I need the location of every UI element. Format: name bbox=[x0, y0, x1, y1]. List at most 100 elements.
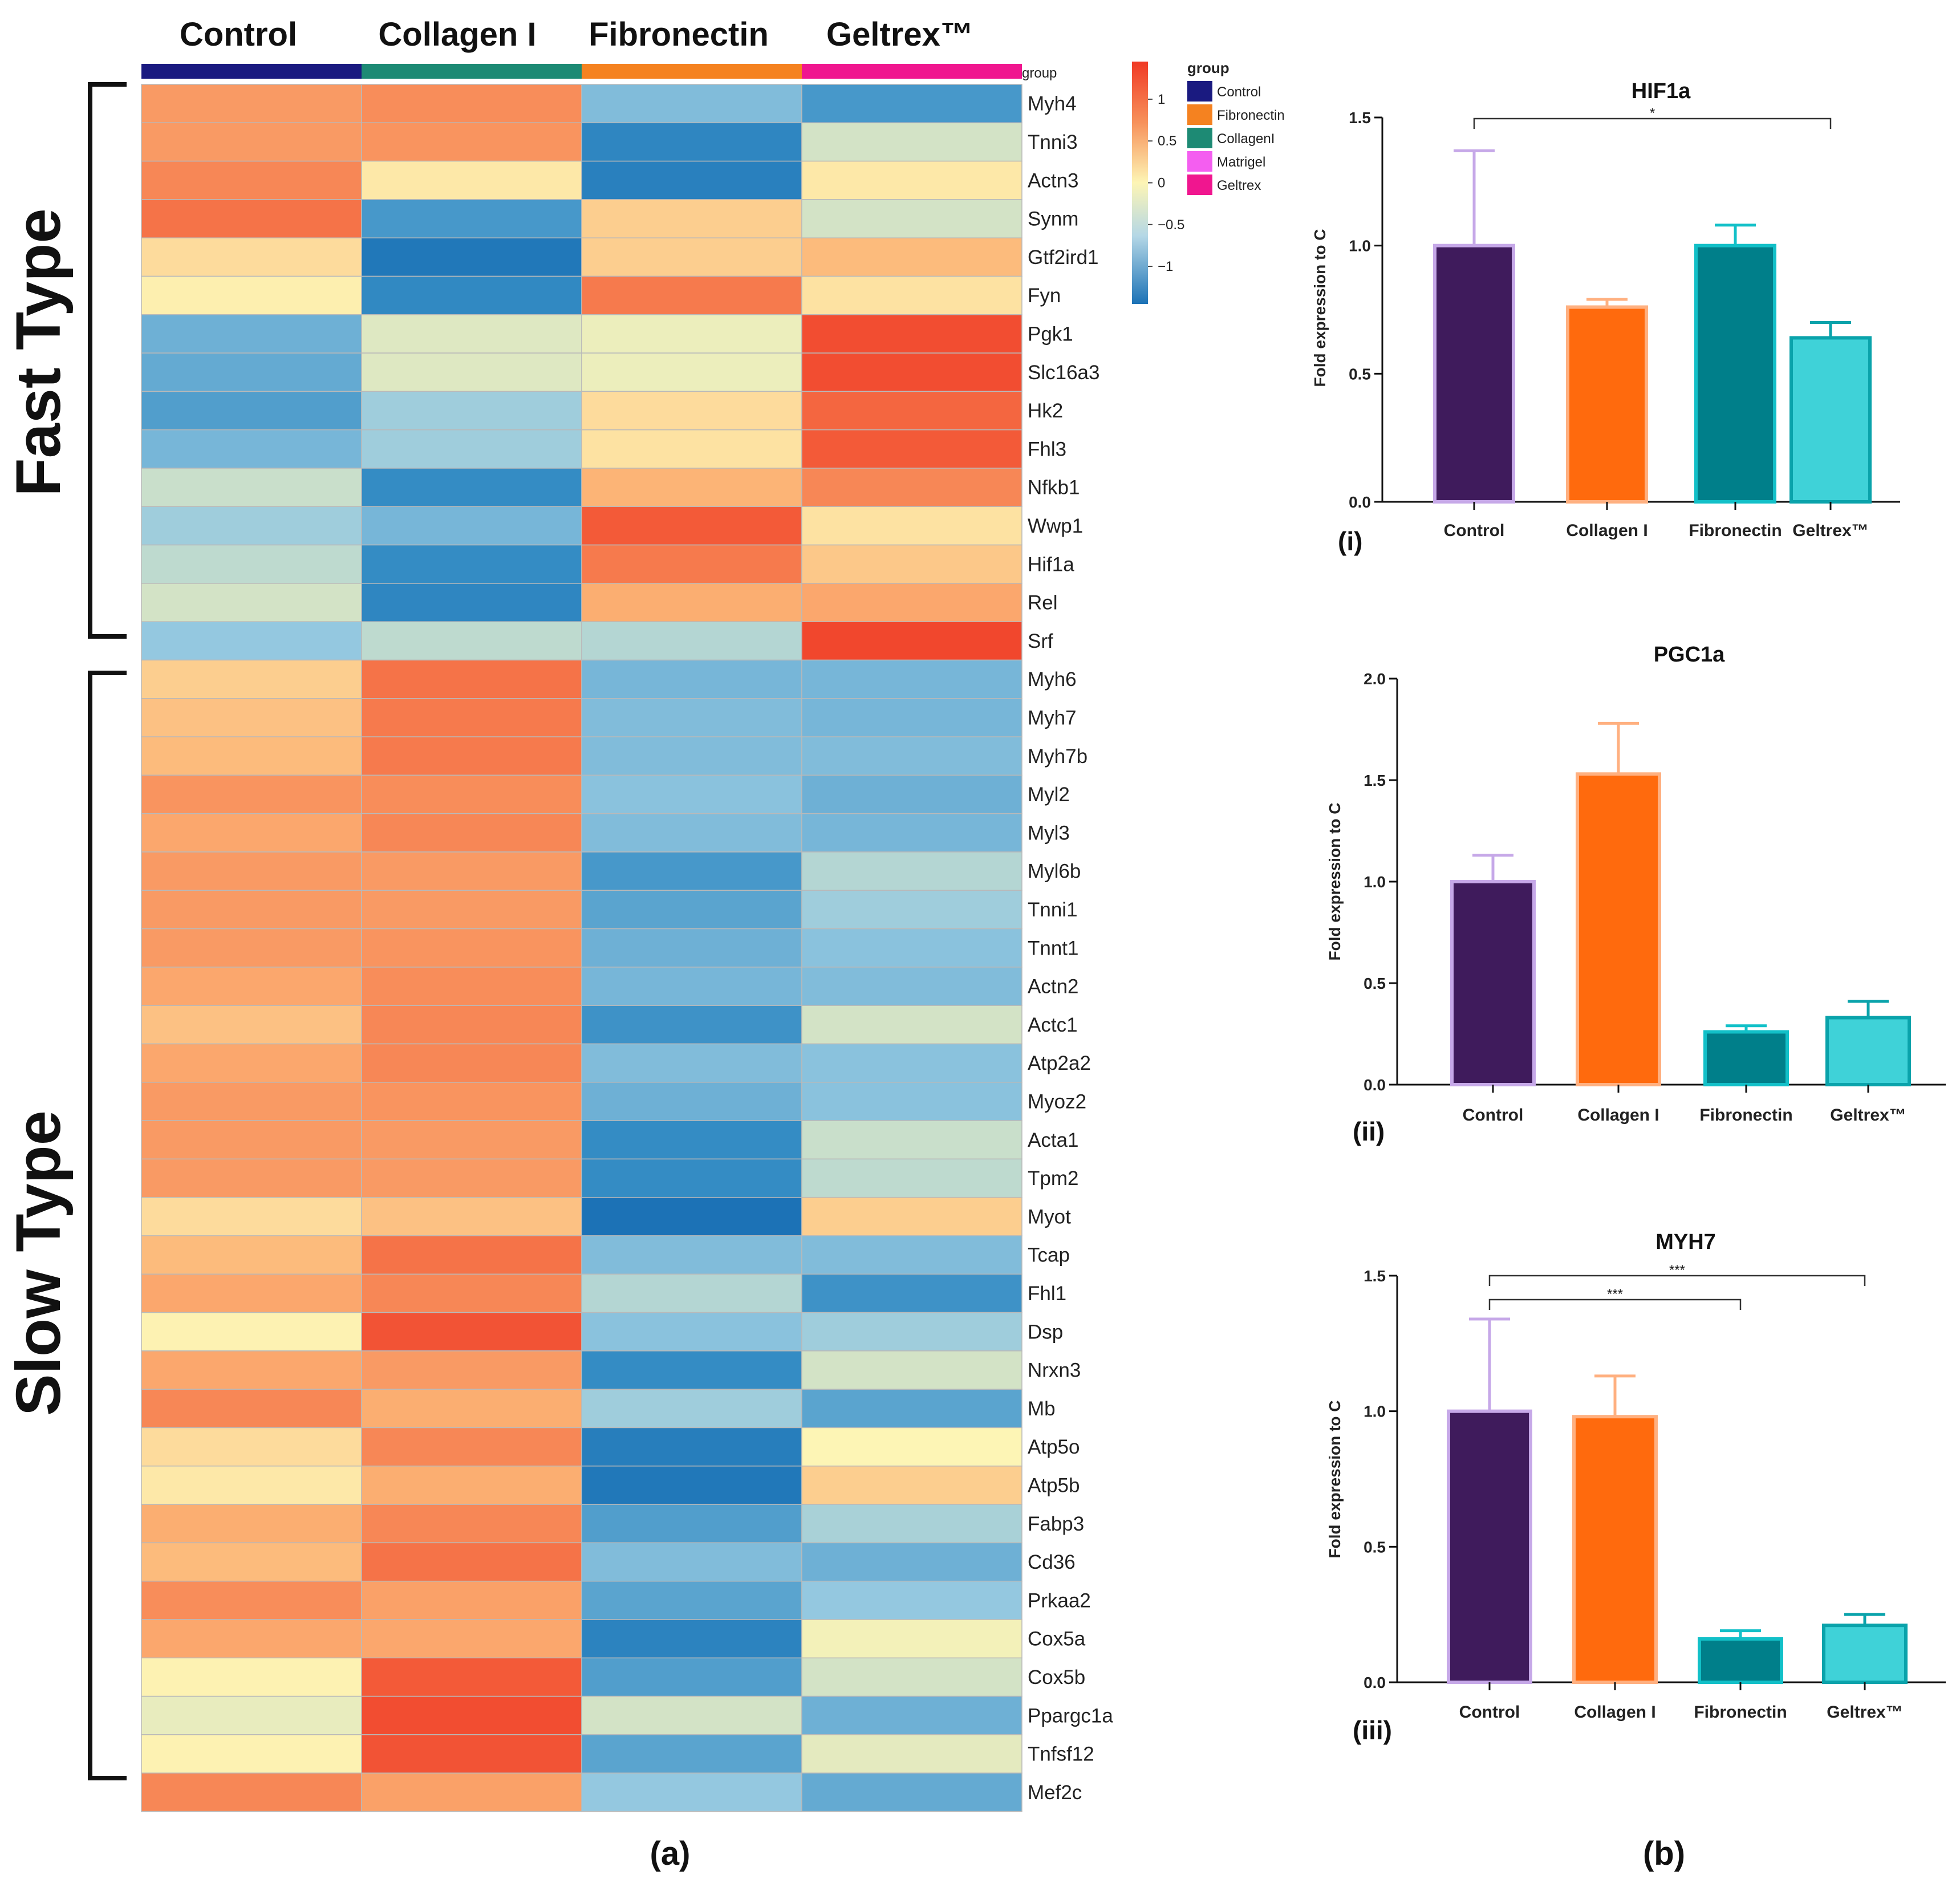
heatmap-cell bbox=[581, 1235, 802, 1275]
gene-label: Tnni3 bbox=[1028, 131, 1078, 153]
heatmap-cell bbox=[581, 1542, 802, 1582]
heatmap-cell bbox=[801, 314, 1022, 354]
heatmap-cell bbox=[581, 1082, 802, 1121]
group-bar-segment bbox=[141, 64, 362, 79]
heatmap-cell bbox=[801, 468, 1022, 508]
gene-label: Mef2c bbox=[1028, 1782, 1082, 1804]
heatmap-cell bbox=[801, 275, 1022, 315]
gene-label: Cox5a bbox=[1028, 1628, 1086, 1650]
heatmap-cell bbox=[581, 851, 802, 891]
bar-chart-pgc1a: 0.0 0.5 1.0 1.5 2.0 Control Collagen I Fibronec… bbox=[1326, 643, 1946, 1146]
category-label: Collagen I bbox=[1566, 521, 1647, 540]
gene-label: Gtf2ird1 bbox=[1028, 246, 1099, 269]
caption-b: (b) bbox=[1643, 1835, 1685, 1872]
gene-label: Fyn bbox=[1028, 285, 1061, 307]
panel-label: (i) bbox=[1338, 526, 1362, 556]
heatmap-cell bbox=[801, 621, 1022, 661]
heatmap-cell bbox=[581, 1158, 802, 1198]
gene-label: Tnni1 bbox=[1028, 899, 1078, 921]
heatmap-cell bbox=[801, 1312, 1022, 1352]
significance-bracket bbox=[1488, 1275, 1866, 1286]
panel-label: (ii) bbox=[1353, 1117, 1385, 1146]
legend-label: Geltrex bbox=[1217, 178, 1261, 193]
heatmap-cell bbox=[361, 160, 582, 200]
gene-label: Cd36 bbox=[1028, 1551, 1076, 1573]
heatmap-cell bbox=[141, 967, 362, 1006]
heatmap-cell bbox=[801, 1695, 1022, 1735]
gene-label: Cox5b bbox=[1028, 1666, 1085, 1689]
category-label: Control bbox=[1444, 521, 1505, 540]
heatmap-cell bbox=[141, 391, 362, 431]
heatmap-cell bbox=[581, 774, 802, 814]
y-tick-label: 1.0 bbox=[1349, 237, 1371, 255]
legend-swatch bbox=[1187, 104, 1212, 125]
category-label: Geltrex™ bbox=[1830, 1106, 1906, 1125]
heatmap-cell bbox=[141, 698, 362, 737]
heatmap-cell bbox=[141, 122, 362, 162]
heatmap-cell bbox=[581, 1695, 802, 1735]
heatmap-cell bbox=[361, 890, 582, 930]
y-axis-label: Fold expression to C bbox=[1326, 803, 1344, 961]
heatmap-cell bbox=[141, 1389, 362, 1429]
y-tick-label: 0.0 bbox=[1349, 493, 1371, 511]
heatmap-cell bbox=[361, 544, 582, 584]
heatmap-cell bbox=[801, 736, 1022, 776]
heatmap-cell bbox=[801, 1619, 1022, 1659]
y-tick-label: 0.5 bbox=[1364, 975, 1386, 992]
heatmap-cell bbox=[801, 1466, 1022, 1505]
heatmap-cell bbox=[141, 1657, 362, 1697]
category-label: Geltrex™ bbox=[1792, 521, 1868, 540]
heatmap-cell bbox=[801, 1657, 1022, 1697]
heatmap-cell bbox=[141, 1120, 362, 1160]
column-header-geltrex: Geltrex™ bbox=[826, 16, 973, 53]
heatmap-cell bbox=[361, 1082, 582, 1121]
group-color-bar bbox=[141, 64, 1022, 79]
heatmap-cell bbox=[581, 621, 802, 661]
bar-chart-title: MYH7 bbox=[1655, 1230, 1716, 1254]
gene-label: Atp5o bbox=[1028, 1436, 1080, 1458]
heatmap-cell bbox=[361, 736, 582, 776]
heatmap-cell bbox=[581, 429, 802, 469]
heatmap-cell bbox=[581, 1772, 802, 1812]
y-tick-label: 0.5 bbox=[1349, 365, 1371, 383]
heatmap-cell bbox=[361, 84, 582, 124]
bar bbox=[1703, 1030, 1789, 1086]
gene-label: Tnfsf12 bbox=[1028, 1743, 1094, 1766]
legend-swatch bbox=[1187, 175, 1212, 195]
heatmap-cell bbox=[581, 890, 802, 930]
heatmap-cell bbox=[581, 1273, 802, 1313]
gene-label: Myh7b bbox=[1028, 745, 1087, 768]
heatmap-cell bbox=[361, 314, 582, 354]
gene-label: Myh4 bbox=[1028, 93, 1077, 115]
column-header-control: Control bbox=[180, 16, 297, 53]
heatmap-cell bbox=[361, 659, 582, 699]
heatmap-cell bbox=[801, 659, 1022, 699]
heatmap-cell bbox=[361, 199, 582, 238]
scale-tick-label: 0.5 bbox=[1158, 133, 1176, 149]
bar bbox=[1572, 1415, 1658, 1684]
heatmap-cell bbox=[581, 1312, 802, 1352]
heatmap-cell bbox=[361, 1273, 582, 1313]
heatmap-cell bbox=[141, 1043, 362, 1083]
gene-label: Actn3 bbox=[1028, 169, 1079, 192]
heatmap-cell bbox=[361, 468, 582, 508]
heatmap-cell bbox=[361, 1120, 582, 1160]
gene-label: Fhl1 bbox=[1028, 1283, 1066, 1305]
heatmap-cell bbox=[141, 1235, 362, 1275]
heatmap-cell bbox=[801, 1082, 1022, 1121]
heatmap-cell bbox=[801, 1043, 1022, 1083]
heatmap-cell bbox=[801, 890, 1022, 930]
heatmap-cell bbox=[801, 813, 1022, 853]
heatmap-cell bbox=[801, 928, 1022, 968]
heatmap-cell bbox=[141, 890, 362, 930]
heatmap-cell bbox=[361, 1580, 582, 1620]
heatmap-cell bbox=[141, 1005, 362, 1045]
y-tick-label: 0.0 bbox=[1364, 1674, 1386, 1691]
heatmap-cell bbox=[141, 1350, 362, 1390]
heatmap-cell bbox=[361, 851, 582, 891]
bar bbox=[1825, 1016, 1911, 1087]
scale-tick-label: 0 bbox=[1158, 176, 1165, 191]
gene-label: Tpm2 bbox=[1028, 1167, 1078, 1190]
gene-label: Myl3 bbox=[1028, 822, 1070, 844]
heatmap-cell bbox=[141, 314, 362, 354]
